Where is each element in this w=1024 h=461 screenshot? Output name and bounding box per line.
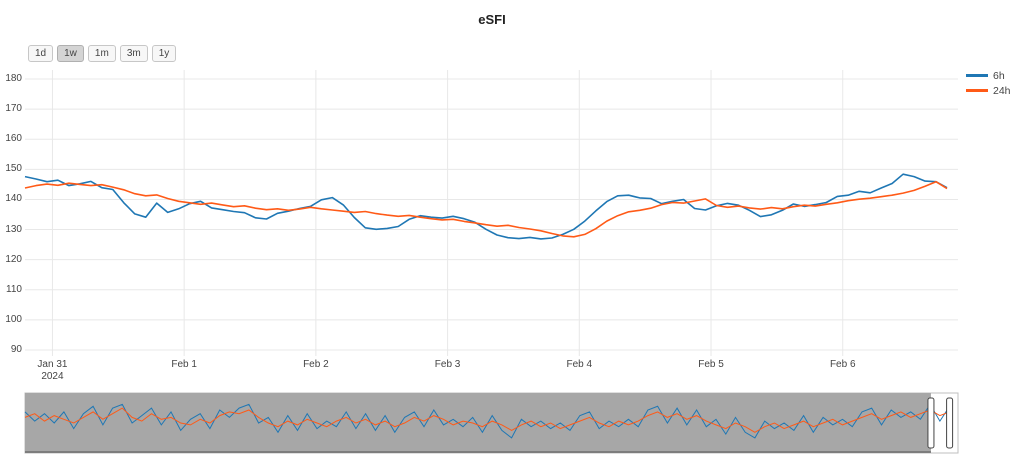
x-tick-label: Feb 4	[566, 359, 593, 370]
y-tick-label: 140	[5, 193, 22, 205]
y-tick-label: 180	[5, 73, 22, 85]
y-tick-label: 160	[5, 133, 22, 145]
range-selector: 1d 1w 1m 3m 1y	[28, 45, 177, 62]
legend-item-6h[interactable]: 6h	[966, 68, 1011, 83]
rangeslider-handle-left[interactable]	[927, 397, 935, 449]
x-tick-label: Feb 5	[698, 359, 724, 370]
chart-title: eSFI	[478, 12, 506, 27]
x-tick-label: Feb 2	[303, 359, 329, 370]
legend-line-swatch	[966, 74, 988, 77]
range-button-1m[interactable]: 1m	[87, 45, 116, 62]
rangeslider-mask	[25, 393, 931, 453]
y-tick-label: 100	[5, 313, 22, 325]
range-button-3m[interactable]: 3m	[119, 45, 148, 62]
y-tick-label: 90	[10, 343, 22, 355]
y-tick-label: 120	[5, 253, 22, 265]
series-line-24h	[24, 180, 948, 238]
x-tick-label: Feb 3	[434, 359, 461, 370]
y-tick-label: 130	[5, 223, 22, 235]
rangeslider-series-24h	[24, 407, 950, 433]
range-button-1w[interactable]: 1w	[57, 45, 84, 62]
x-tick-label: Jan 31 2024	[37, 359, 68, 382]
legend-label: 24h	[993, 84, 1011, 97]
x-tick-label: Feb 6	[829, 359, 856, 370]
legend-line-swatch	[966, 89, 988, 92]
legend-item-24h[interactable]: 24h	[966, 83, 1011, 98]
y-tick-label: 110	[6, 283, 22, 295]
range-button-1y[interactable]: 1y	[151, 45, 177, 62]
y-tick-label: 170	[5, 103, 22, 115]
range-button-1d[interactable]: 1d	[28, 45, 54, 62]
series-line-6h	[24, 173, 948, 240]
x-tick-label: Feb 1	[171, 359, 197, 370]
legend: 6h 24h	[966, 68, 1011, 98]
legend-label: 6h	[993, 69, 1005, 82]
y-tick-label: 150	[5, 163, 22, 175]
rangeslider-handle-right[interactable]	[946, 397, 954, 449]
plot-area[interactable]	[25, 70, 958, 356]
